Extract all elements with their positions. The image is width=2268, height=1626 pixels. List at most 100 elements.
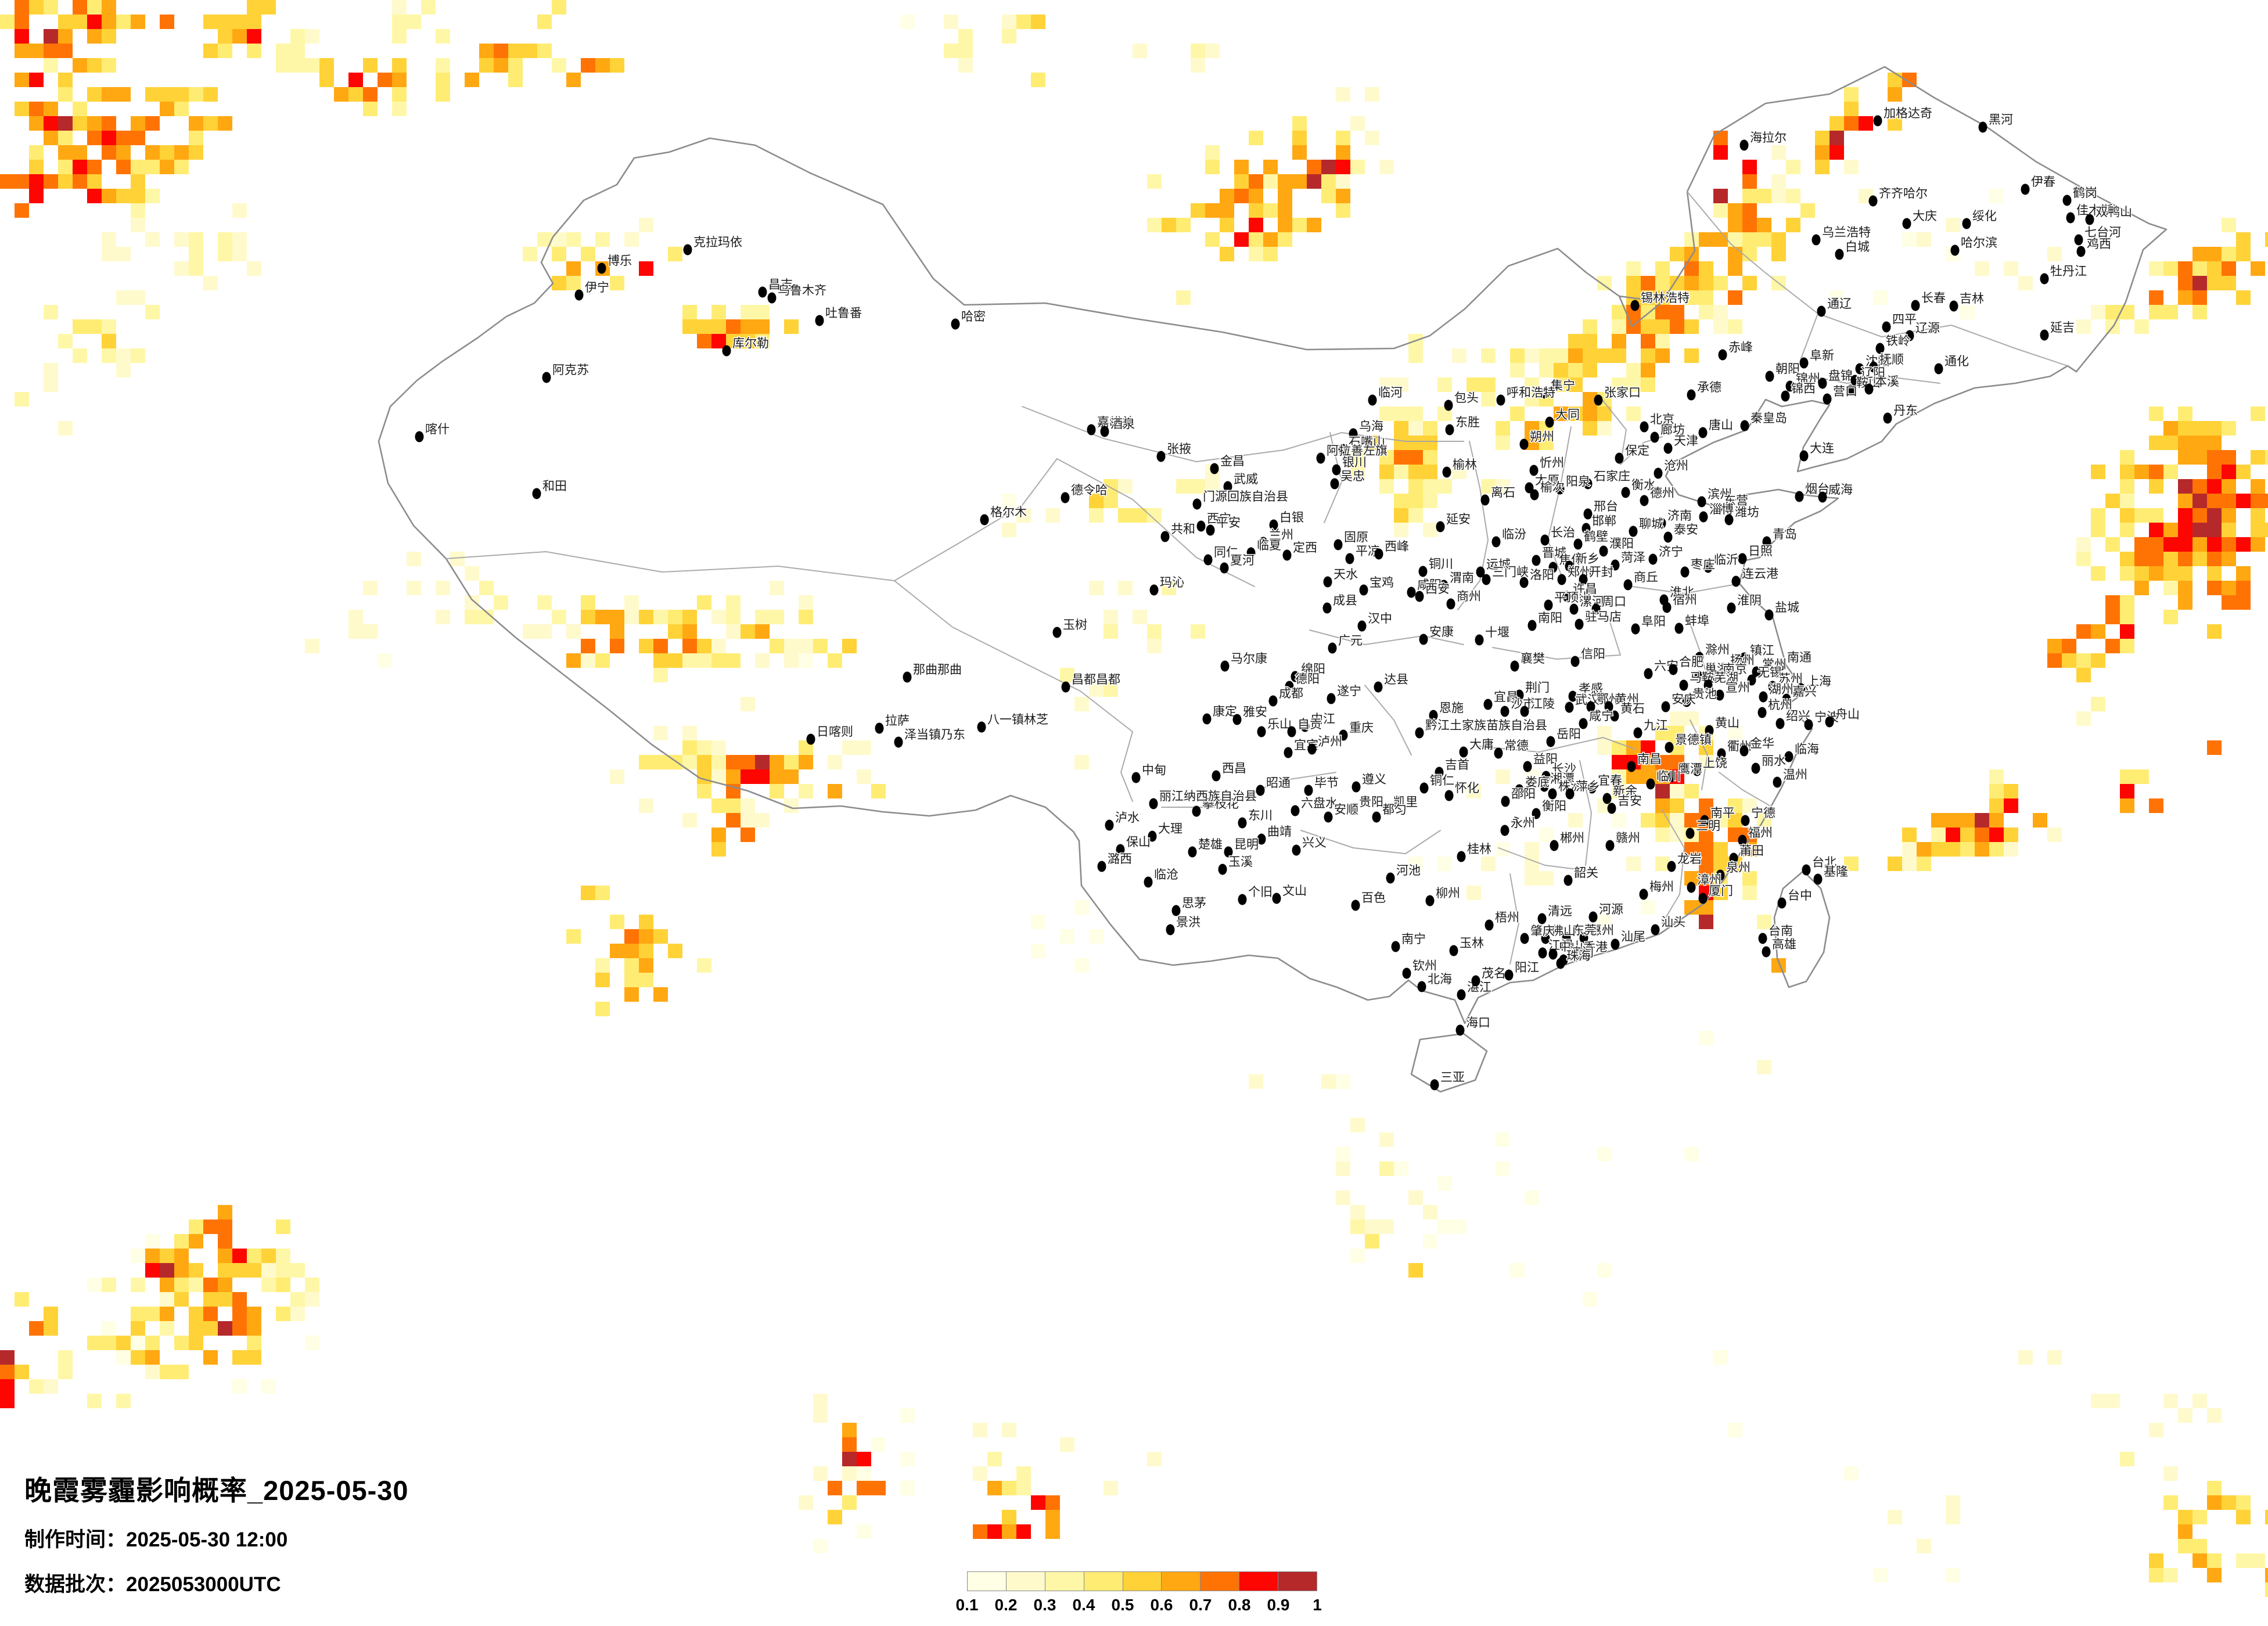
city-label: 平安 xyxy=(1216,516,1241,530)
legend-tick: 0.2 xyxy=(994,1596,1018,1614)
city-dot xyxy=(1667,861,1676,872)
legend-tick: 1 xyxy=(1313,1596,1322,1614)
city-marker-日照: 日照 xyxy=(1738,544,1774,564)
city-marker-临沧: 临沧 xyxy=(1144,868,1180,888)
city-marker-惠州: 惠州 xyxy=(1579,923,1615,944)
city-label: 辽源 xyxy=(1915,322,1940,335)
city-dot xyxy=(1663,531,1673,543)
city-dot xyxy=(1061,492,1070,503)
city-dot xyxy=(1149,798,1158,810)
city-marker-同仁: 同仁 xyxy=(1203,545,1239,566)
city-marker-黄州: 黄州 xyxy=(1604,692,1640,713)
city-marker-唐山: 唐山 xyxy=(1698,418,1734,438)
city-marker-阳江: 阳江 xyxy=(1504,961,1540,981)
city-dot xyxy=(1100,426,1109,437)
city-label: 邵阳 xyxy=(1511,787,1536,801)
city-dot xyxy=(1386,872,1395,884)
city-dot xyxy=(1284,747,1293,758)
city-label: 乌鲁木齐 xyxy=(778,284,826,297)
city-dot xyxy=(1220,562,1229,574)
city-dot xyxy=(1257,833,1266,845)
city-dot xyxy=(1667,771,1677,782)
city-marker-平顶山: 平顶山 xyxy=(1544,591,1592,611)
city-dot xyxy=(1061,681,1070,693)
city-label: 黄山 xyxy=(1715,717,1739,730)
city-marker-岳阳: 岳阳 xyxy=(1546,727,1582,747)
city-label: 上海 xyxy=(1807,675,1831,688)
city-label: 洛阳 xyxy=(1530,569,1554,582)
legend-tick: 0.4 xyxy=(1072,1596,1095,1614)
city-marker-承德: 承德 xyxy=(1687,380,1723,401)
city-marker-安庆: 安庆 xyxy=(1661,692,1697,713)
city-marker-营口: 营口 xyxy=(1823,384,1859,405)
city-marker-乐山: 乐山 xyxy=(1257,717,1293,738)
city-label: 南平 xyxy=(1710,807,1735,820)
city-dot xyxy=(1715,689,1724,701)
city-marker-离石: 离石 xyxy=(1480,485,1516,506)
city-dot xyxy=(1224,846,1233,858)
city-marker-开封: 开封 xyxy=(1579,565,1615,585)
city-marker-渭南: 渭南 xyxy=(1439,571,1475,591)
city-marker-萍乡: 萍乡 xyxy=(1565,779,1601,800)
city-dot xyxy=(1087,424,1096,436)
city-dot xyxy=(1232,714,1242,725)
city-label: 哈密 xyxy=(961,310,986,323)
city-marker-汕尾: 汕尾 xyxy=(1611,930,1647,950)
city-dot xyxy=(1687,882,1696,893)
city-dot xyxy=(1591,603,1601,615)
city-marker-汕头: 汕头 xyxy=(1651,915,1687,936)
city-dot xyxy=(1532,555,1541,566)
city-marker-蚌埠: 蚌埠 xyxy=(1674,614,1710,634)
city-marker-康定: 康定 xyxy=(1202,704,1238,725)
city-dot xyxy=(1864,383,1874,395)
city-marker-文山: 文山 xyxy=(1272,884,1308,904)
city-label: 柳州 xyxy=(1436,887,1460,900)
city-dot xyxy=(1669,664,1678,675)
city-label: 兴义 xyxy=(1302,836,1327,850)
city-label: 漯河 xyxy=(1580,595,1604,609)
city-marker-平安: 平安 xyxy=(1206,516,1242,536)
city-label: 铜仁 xyxy=(1430,774,1454,787)
city-dot xyxy=(1934,363,1943,375)
city-marker-阜新: 阜新 xyxy=(1799,348,1835,369)
city-label: 日照 xyxy=(1748,545,1773,558)
city-label: 通化 xyxy=(1944,355,1969,368)
city-dot xyxy=(1439,580,1448,591)
city-dot xyxy=(1738,553,1747,564)
city-label: 盘锦 xyxy=(1828,369,1853,383)
city-dot xyxy=(1579,718,1588,729)
city-label: 九江 xyxy=(1644,719,1668,732)
legend-tick: 0.1 xyxy=(955,1596,979,1614)
data-batch-value: 2025053000UTC xyxy=(126,1573,281,1596)
city-marker-基隆: 基隆 xyxy=(1813,865,1849,885)
city-marker-伊宁: 伊宁 xyxy=(574,280,610,301)
city-dot xyxy=(1569,603,1579,615)
city-marker-兰州: 兰州 xyxy=(1259,528,1295,548)
city-marker-昭通: 昭通 xyxy=(1256,776,1292,796)
city-dot xyxy=(1238,894,1247,905)
city-label: 阜新 xyxy=(1810,349,1834,362)
city-dot xyxy=(1351,900,1360,911)
city-label: 西宁 xyxy=(1207,512,1231,526)
city-marker-河池: 河池 xyxy=(1386,864,1422,884)
city-label: 绵阳 xyxy=(1301,663,1325,676)
city-label: 泸水 xyxy=(1115,811,1140,825)
legend-tick: 0.5 xyxy=(1111,1596,1134,1614)
city-marker-八一镇林芝: 八一镇林芝 xyxy=(977,713,1049,733)
city-marker-舟山: 舟山 xyxy=(1825,707,1861,728)
city-label: 临夏 xyxy=(1257,539,1281,552)
city-marker-莆田: 莆田 xyxy=(1729,844,1765,864)
city-dot xyxy=(951,318,960,330)
city-marker-淮北: 淮北 xyxy=(1659,585,1695,606)
city-dot xyxy=(1455,1024,1465,1036)
city-dot xyxy=(980,514,989,526)
city-marker-聊城: 聊城 xyxy=(1629,517,1665,537)
city-marker-吉首: 吉首 xyxy=(1435,758,1471,778)
city-label: 凯里 xyxy=(1393,796,1418,809)
city-dot xyxy=(597,262,606,274)
city-label: 河源 xyxy=(1599,903,1623,916)
city-label: 泰安 xyxy=(1674,523,1698,537)
city-dot xyxy=(2074,234,2083,246)
legend-cell-0.2 xyxy=(1005,1572,1045,1591)
